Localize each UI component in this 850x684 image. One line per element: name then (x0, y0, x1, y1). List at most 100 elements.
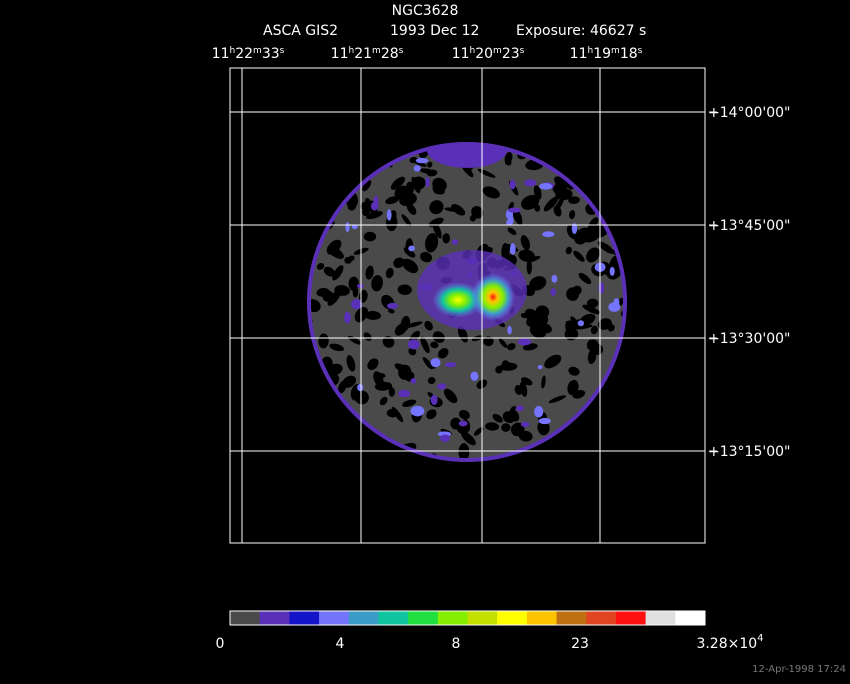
faint-emission (430, 357, 441, 368)
noise-blob (507, 343, 516, 351)
colorbar-swatch (319, 611, 350, 625)
colorbar-border (229, 610, 706, 626)
colorbar-swatch (497, 611, 528, 625)
noise-blob (362, 204, 372, 216)
dec-label: +14°00'00" (708, 105, 790, 121)
source (432, 282, 484, 318)
ra-value: 22 (235, 46, 253, 62)
faint-emission (407, 339, 420, 350)
colorbar-swatch (259, 611, 290, 625)
faint-emission (356, 283, 364, 289)
dec-label: +13°45'00" (708, 218, 790, 234)
faint-emission (551, 274, 558, 283)
noise-blob (533, 185, 542, 200)
noise-blob (411, 176, 426, 190)
noise-blob (450, 417, 462, 430)
ra-value: 18 (620, 46, 638, 62)
noise-blob (586, 298, 599, 308)
faint-emission (451, 239, 458, 245)
ra-label: 11h22m33s (212, 46, 285, 62)
faint-emission (517, 338, 532, 346)
ra-value: 11 (212, 46, 230, 62)
noise-blob (438, 348, 449, 359)
noise-blob (444, 207, 463, 213)
noise-blob (492, 413, 503, 423)
noise-blob (365, 265, 374, 280)
ra-unit: s (399, 46, 404, 56)
noise-blob (471, 206, 484, 219)
ra-value: 21 (354, 46, 372, 62)
noise-blob (426, 409, 437, 420)
colorbar-label: 8 (452, 636, 461, 652)
faint-emission (458, 420, 468, 427)
faint-emission (398, 389, 411, 398)
noise-blob (405, 321, 423, 328)
noise-blob (543, 196, 559, 212)
faint-emission (509, 179, 516, 190)
faint-emission (520, 421, 530, 428)
faint-emission (344, 311, 351, 324)
faint-emission (430, 394, 438, 406)
noise-blob (412, 159, 427, 167)
noise-blob (429, 200, 444, 215)
faint-emission (538, 417, 551, 425)
noise-blob (505, 159, 512, 166)
noise-blob (385, 196, 400, 205)
colorbar-swatch (467, 611, 498, 625)
colorbar-swatch (348, 611, 379, 625)
ra-label: 11h19m18s (570, 46, 643, 62)
noise-blob (318, 333, 329, 349)
faint-emission (577, 320, 585, 327)
colorbar-label: 0 (216, 636, 225, 652)
ra-value: 11 (452, 46, 470, 62)
noise-blob (427, 161, 433, 168)
faint-emission (571, 223, 578, 235)
faint-emission (515, 405, 525, 412)
noise-blob (539, 323, 552, 334)
faint-emission (542, 231, 555, 238)
noise-blob (521, 194, 540, 210)
noise-blob (388, 308, 395, 314)
noise-blob (541, 375, 546, 389)
ra-unit: s (638, 46, 643, 56)
source (471, 273, 515, 321)
disc-edge (307, 142, 627, 462)
noise-blob (458, 409, 470, 420)
ra-unit: s (280, 46, 285, 56)
faint-emission (507, 215, 514, 225)
colorbar: 0 4 8 23 (216, 610, 706, 652)
faint-emission (609, 266, 615, 276)
noise-blob (548, 395, 567, 404)
ra-label: 11h21m28s (331, 46, 404, 62)
noise-blob (362, 179, 372, 192)
ra-unit: h (587, 46, 593, 56)
title: NGC3628 (392, 3, 459, 19)
noise-blob (529, 276, 547, 291)
noise-blob (483, 336, 494, 347)
noise-blob (485, 422, 500, 431)
faint-emission (387, 302, 399, 310)
ra-value: 11 (570, 46, 588, 62)
faint-emission (534, 406, 544, 418)
dec-label: +13°15'00" (708, 444, 790, 460)
noise-blob (498, 338, 508, 348)
noise-blob (422, 357, 433, 370)
noise-blob (332, 265, 344, 281)
faint-emission (413, 165, 421, 172)
noise-blob (367, 358, 379, 371)
faint-emission (613, 298, 620, 306)
noise-blob (569, 210, 576, 220)
faint-emission (410, 405, 425, 417)
colorbar-label: 4 (336, 636, 345, 652)
noise-blob (364, 311, 381, 320)
noise-blob (597, 241, 615, 254)
noise-blob (323, 266, 335, 277)
noise-blob (385, 267, 394, 279)
noise-blob (473, 427, 484, 436)
noise-blob (568, 366, 580, 376)
noise-blob (571, 285, 582, 296)
noise-blob (329, 343, 344, 352)
faint-emission (550, 288, 557, 297)
noise-blob (590, 325, 598, 335)
faint-emission (537, 365, 543, 370)
